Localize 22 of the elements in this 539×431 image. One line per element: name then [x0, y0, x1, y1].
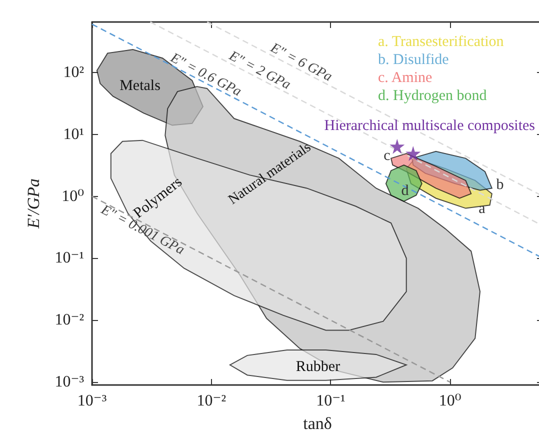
text: c. Amine [378, 70, 432, 86]
y-tick-label: 10⁻² [54, 312, 84, 329]
y-tick-label: 10¹ [63, 126, 84, 143]
y-tick-label: 10⁻³ [54, 374, 84, 391]
series-label: Metals [120, 78, 161, 94]
y-tick-label: 10² [63, 64, 84, 81]
x-tick-label: 10⁰ [438, 392, 462, 410]
x-axis-title: tanδ [303, 414, 332, 431]
y-tick-label: 10⁰ [62, 188, 84, 205]
series-label: Hierarchical multiscale composites [324, 118, 536, 134]
x-tick-label: 10⁻¹ [316, 392, 346, 410]
x-tick-label: 10⁻² [196, 392, 226, 410]
annotation: b [496, 177, 504, 193]
series-label: Rubber [296, 359, 340, 375]
x-tick-label: 10⁻³ [77, 392, 107, 410]
text: b. Disulfide [378, 52, 450, 68]
text: a. Transesterification [378, 34, 504, 50]
annotation: c [384, 148, 391, 164]
annotation: d [401, 183, 410, 199]
y-tick-label: 10⁻¹ [54, 250, 84, 267]
text: d. Hydrogen bond [378, 88, 488, 104]
y-axis-title: E′/GPa [24, 178, 43, 230]
